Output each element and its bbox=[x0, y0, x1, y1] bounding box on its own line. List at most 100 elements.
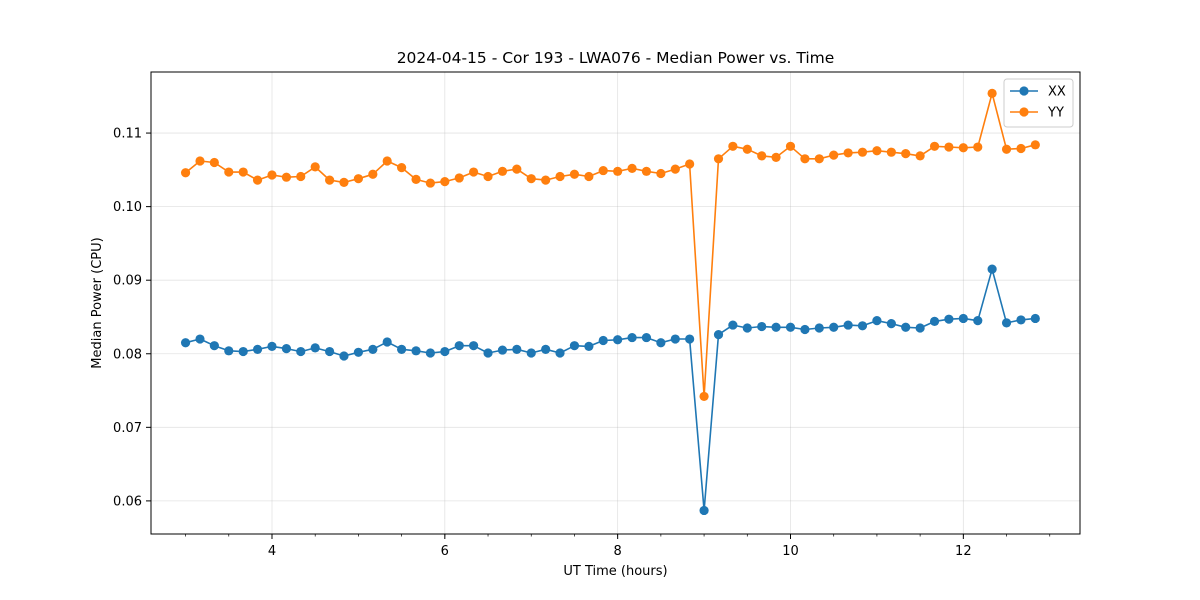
data-point-xx bbox=[771, 322, 781, 332]
data-point-xx bbox=[1016, 315, 1026, 325]
data-point-xx bbox=[541, 344, 551, 354]
data-point-xx bbox=[627, 332, 637, 343]
data-point-yy bbox=[987, 88, 997, 98]
data-point-yy bbox=[555, 171, 565, 182]
data-point-yy bbox=[757, 151, 767, 161]
data-point-yy bbox=[238, 167, 248, 177]
data-point-yy bbox=[252, 175, 263, 185]
legend-marker-xx bbox=[1019, 86, 1029, 96]
data-point-yy bbox=[829, 150, 839, 160]
data-point-xx bbox=[425, 348, 435, 358]
data-point-xx bbox=[454, 341, 464, 351]
data-point-xx bbox=[238, 346, 248, 357]
data-point-yy bbox=[1016, 143, 1026, 154]
x-tick-label: 10 bbox=[782, 544, 799, 559]
data-point-yy bbox=[627, 163, 637, 173]
data-point-yy bbox=[670, 164, 680, 174]
data-point-xx bbox=[411, 346, 421, 356]
data-point-yy bbox=[901, 149, 911, 159]
data-point-yy bbox=[814, 154, 824, 164]
legend: XX YY bbox=[1003, 78, 1074, 128]
data-point-xx bbox=[656, 338, 666, 348]
data-point-yy bbox=[512, 164, 522, 174]
data-point-xx bbox=[915, 323, 925, 333]
data-point-yy bbox=[310, 162, 320, 172]
data-point-xx bbox=[353, 347, 364, 357]
data-point-xx bbox=[800, 324, 810, 335]
data-point-xx bbox=[829, 322, 839, 332]
data-point-yy bbox=[339, 177, 349, 187]
data-point-yy bbox=[886, 147, 896, 157]
data-point-yy bbox=[195, 156, 205, 166]
data-point-xx bbox=[397, 344, 407, 354]
data-point-yy bbox=[685, 159, 695, 169]
legend-label-xx: XX bbox=[1048, 85, 1066, 100]
data-point-xx bbox=[699, 505, 709, 516]
legend-marker-yy bbox=[1019, 107, 1029, 117]
data-point-yy bbox=[598, 165, 608, 176]
data-point-yy bbox=[497, 166, 508, 176]
data-point-xx bbox=[641, 332, 652, 343]
data-point-xx bbox=[180, 338, 191, 348]
data-point-yy bbox=[411, 174, 421, 185]
data-point-yy bbox=[1001, 144, 1012, 154]
data-point-yy bbox=[785, 141, 796, 151]
data-point-yy bbox=[929, 141, 940, 151]
data-point-xx bbox=[382, 337, 392, 347]
data-point-xx bbox=[757, 321, 767, 332]
y-tick-label: 0.09 bbox=[113, 274, 142, 289]
y-tick-label: 0.10 bbox=[113, 200, 142, 215]
y-axis-label: Median Power (CPU) bbox=[90, 237, 105, 368]
data-point-yy bbox=[872, 146, 882, 156]
y-tick-label: 0.07 bbox=[113, 421, 142, 436]
data-point-xx bbox=[785, 322, 796, 332]
data-point-xx bbox=[339, 351, 349, 361]
data-point-yy bbox=[713, 154, 724, 164]
x-axis: 4 6 8 10 12 bbox=[185, 534, 1051, 559]
data-point-yy bbox=[742, 144, 752, 154]
data-point-xx bbox=[224, 346, 234, 356]
data-point-yy bbox=[382, 156, 392, 166]
data-point-xx bbox=[281, 344, 292, 354]
data-point-yy bbox=[656, 168, 666, 179]
data-point-xx bbox=[497, 345, 508, 355]
data-point-yy bbox=[843, 148, 853, 158]
data-point-yy bbox=[973, 142, 983, 152]
data-point-yy bbox=[180, 168, 191, 178]
data-point-xx bbox=[368, 344, 378, 354]
data-point-xx bbox=[901, 322, 911, 332]
data-point-yy bbox=[353, 174, 364, 184]
data-point-xx bbox=[944, 314, 954, 324]
x-tick-label: 12 bbox=[955, 544, 972, 559]
data-point-xx bbox=[685, 334, 695, 344]
series-layer bbox=[180, 88, 1040, 516]
data-point-xx bbox=[195, 334, 205, 344]
data-point-xx bbox=[598, 335, 608, 346]
data-point-yy bbox=[296, 171, 306, 182]
data-point-xx bbox=[483, 348, 493, 358]
x-axis-label: UT Time (hours) bbox=[563, 564, 667, 579]
data-point-xx bbox=[555, 348, 565, 358]
data-point-yy bbox=[569, 169, 580, 179]
data-point-yy bbox=[281, 172, 292, 182]
data-point-yy bbox=[209, 157, 219, 168]
data-point-xx bbox=[325, 346, 335, 357]
data-point-xx bbox=[929, 316, 940, 326]
data-point-yy bbox=[325, 175, 335, 185]
data-point-yy bbox=[857, 147, 868, 157]
data-point-yy bbox=[613, 166, 623, 176]
data-point-yy bbox=[584, 171, 594, 182]
data-point-yy bbox=[1030, 140, 1040, 150]
data-point-xx bbox=[267, 341, 277, 352]
legend-label-yy: YY bbox=[1047, 106, 1064, 121]
data-point-yy bbox=[771, 152, 781, 162]
data-point-yy bbox=[915, 151, 925, 161]
data-point-xx bbox=[843, 320, 853, 330]
data-point-yy bbox=[728, 141, 738, 151]
data-point-xx bbox=[958, 313, 968, 324]
data-point-yy bbox=[224, 167, 234, 177]
data-point-xx bbox=[469, 341, 479, 351]
chart-title: 2024-04-15 - Cor 193 - LWA076 - Median P… bbox=[397, 49, 835, 67]
